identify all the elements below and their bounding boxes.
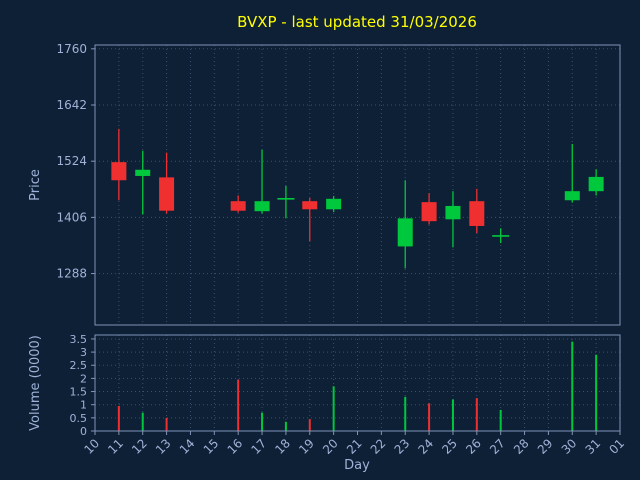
x-tick-label: 20 [320, 436, 341, 457]
x-tick-label: 10 [81, 436, 102, 457]
x-tick-label: 24 [416, 436, 437, 457]
price-tick-label: 1288 [56, 267, 87, 281]
tick-labels-layer: 10 11 12 13 14 15 16 17 18 19 20 21 22 23 24 25 26 27 28 29… [56, 42, 627, 457]
volume-tick-label: 0.5 [70, 412, 88, 425]
x-tick-label: 18 [272, 436, 293, 457]
candle-body [302, 201, 318, 210]
x-tick-label: 12 [129, 436, 150, 457]
ticks-layer [91, 48, 621, 435]
volume-tick-label: 2.5 [70, 359, 88, 372]
candle-body [588, 176, 604, 192]
candle-body [230, 201, 246, 211]
x-tick-label: 29 [535, 436, 556, 457]
x-tick-label: 31 [583, 436, 604, 457]
volume-tick-label: 0 [80, 425, 87, 438]
candle-body [159, 177, 175, 211]
candle-body [421, 202, 437, 222]
x-tick-label: 25 [439, 436, 460, 457]
x-tick-label: 13 [153, 436, 174, 457]
volume-tick-label: 1.5 [70, 386, 88, 399]
price-tick-label: 1524 [56, 154, 87, 168]
x-tick-label: 19 [296, 436, 317, 457]
price-axis-label: Price [28, 169, 43, 201]
chart-title: BVXP - last updated 31/03/2026 [237, 13, 477, 31]
x-tick-label: 26 [463, 436, 484, 457]
grid-layer [94, 45, 621, 432]
series-layer [111, 128, 604, 431]
candle-body [135, 169, 151, 176]
x-tick-label: 16 [225, 436, 246, 457]
volume-tick-label: 3 [80, 346, 87, 359]
candle-body [564, 191, 580, 201]
x-tick-label: 27 [487, 436, 508, 457]
price-tick-label: 1760 [56, 42, 87, 56]
x-tick-label: 01 [606, 436, 627, 457]
candle-body [254, 201, 270, 212]
x-tick-label: 17 [248, 436, 269, 457]
volume-tick-label: 1 [80, 399, 87, 412]
volume-axis-label: Volume (0000) [28, 335, 43, 431]
x-tick-label: 28 [511, 436, 532, 457]
price-tick-label: 1642 [56, 98, 87, 112]
x-tick-label: 15 [201, 436, 222, 457]
volume-tick-label: 2 [80, 372, 87, 385]
x-axis-label: Day [344, 458, 370, 473]
x-tick-label: 30 [559, 436, 580, 457]
x-tick-label: 21 [344, 436, 365, 457]
x-tick-label: 22 [368, 436, 389, 457]
volume-tick-label: 3.5 [70, 333, 88, 346]
candle-body [397, 218, 413, 247]
price-panel-frame [94, 44, 621, 326]
x-tick-label: 23 [392, 436, 413, 457]
candle-body [326, 198, 342, 210]
candle-body [111, 162, 127, 181]
x-tick-label: 14 [177, 436, 198, 457]
candle-body [445, 205, 461, 220]
price-tick-label: 1406 [56, 210, 87, 224]
candle-body [469, 201, 485, 226]
x-tick-label: 11 [105, 436, 126, 457]
